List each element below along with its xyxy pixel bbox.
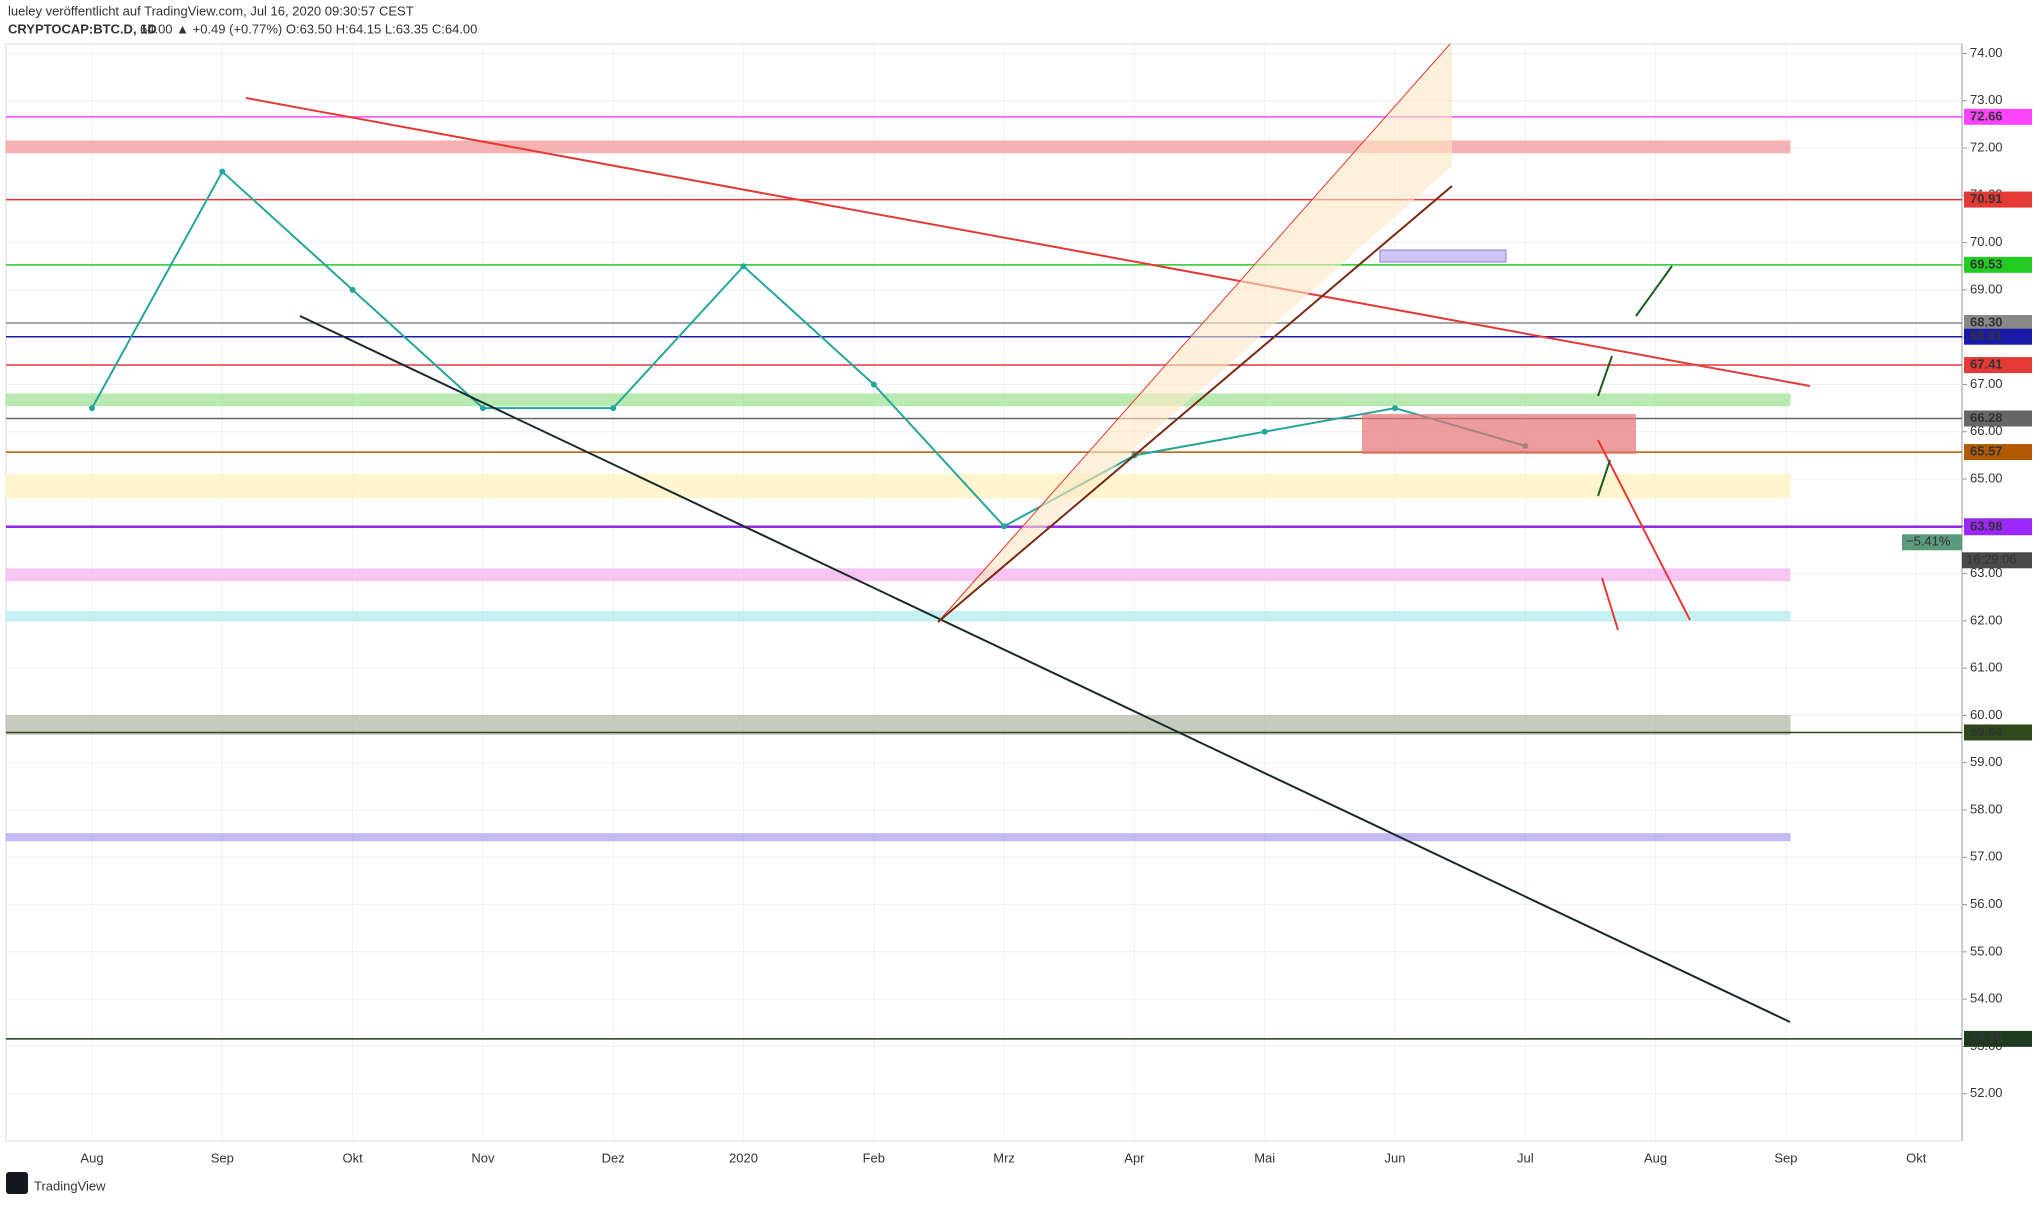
point xyxy=(219,168,226,175)
x-tick-label: Sep xyxy=(211,1150,234,1165)
price-label: 67.41 xyxy=(1970,356,2003,371)
arrow xyxy=(1635,265,1673,317)
y-tick-label: 73.00 xyxy=(1970,92,2003,107)
price-label-box xyxy=(1964,256,2032,273)
x-tick-label: Apr xyxy=(1124,1150,1145,1165)
ohlc: 64.00 ▲ +0.49 (+0.77%) O:63.50 H:64.15 L… xyxy=(140,21,477,36)
price-label-box xyxy=(1964,191,2032,208)
price-label-box xyxy=(1964,724,2032,741)
channel-edge xyxy=(937,185,1453,623)
x-tick-label: Nov xyxy=(471,1150,495,1165)
point xyxy=(740,263,747,270)
x-tick-label: Okt xyxy=(342,1150,363,1165)
x-tick-label: Dez xyxy=(602,1150,625,1165)
y-tick-label: 60.00 xyxy=(1970,707,2003,722)
x-tick-label: 2020 xyxy=(729,1150,758,1165)
price-label-box xyxy=(1964,1030,2032,1047)
y-tick-label: 65.00 xyxy=(1970,470,2003,485)
zone xyxy=(5,714,1791,735)
x-tick-label: Mrz xyxy=(993,1150,1015,1165)
box xyxy=(1379,249,1507,263)
y-tick-label: 56.00 xyxy=(1970,896,2003,911)
price-label: 69.53 xyxy=(1970,256,2003,271)
y-tick-label: 69.00 xyxy=(1970,281,2003,296)
x-tick-label: Mai xyxy=(1254,1150,1275,1165)
channel-edge xyxy=(937,43,1451,623)
arrow xyxy=(1597,439,1691,621)
logo xyxy=(6,1172,28,1194)
price-label: 70.91 xyxy=(1970,191,2003,206)
y-tick-label: 74.00 xyxy=(1970,45,2003,60)
arrow xyxy=(1597,459,1611,497)
y-tick-label: 58.00 xyxy=(1970,801,2003,816)
price-label-box xyxy=(1964,410,2032,427)
x-tick-label: Aug xyxy=(80,1150,103,1165)
y-tick-label: 72.00 xyxy=(1970,139,2003,154)
point xyxy=(610,405,617,412)
price-label-box xyxy=(1964,108,2032,125)
point xyxy=(349,286,356,293)
price-label-box xyxy=(1964,357,2032,374)
arrow xyxy=(1597,355,1613,397)
y-tick-label: 66.00 xyxy=(1970,423,2003,438)
trend-line xyxy=(299,315,1791,1023)
point xyxy=(89,405,95,412)
annotation-box xyxy=(1962,552,2032,569)
x-tick-label: Aug xyxy=(1644,1150,1667,1165)
price-label: 72.66 xyxy=(1970,108,2003,123)
y-tick-label: 67.00 xyxy=(1970,376,2003,391)
annotation: −5.41% xyxy=(1906,534,1951,549)
y-tick-label: 59.00 xyxy=(1970,754,2003,769)
annotation: 16:29:06 xyxy=(1966,552,2017,567)
price-label: 59.64 xyxy=(1970,724,2003,739)
zone xyxy=(5,393,1791,407)
x-tick-label: Jul xyxy=(1517,1150,1534,1165)
price-label: 63.98 xyxy=(1970,519,2003,534)
y-tick-label: 52.00 xyxy=(1970,1085,2003,1100)
y-tick-label: 61.00 xyxy=(1970,660,2003,675)
trend-line xyxy=(245,97,1811,387)
point xyxy=(479,405,486,412)
annotation-box xyxy=(1902,534,1962,551)
x-tick-label: Feb xyxy=(863,1150,885,1165)
zone xyxy=(5,568,1791,582)
y-tick-label: 63.00 xyxy=(1970,565,2003,580)
x-tick-label: Jun xyxy=(1385,1150,1406,1165)
price-label-box xyxy=(1964,519,2032,536)
price-label: 66.28 xyxy=(1970,410,2003,425)
point xyxy=(1001,523,1008,530)
point xyxy=(1261,428,1268,435)
zone xyxy=(5,610,1791,622)
price-label: 68.30 xyxy=(1970,314,2003,329)
symbol: CRYPTOCAP:BTC.D, 1D xyxy=(8,21,157,36)
y-tick-label: 70.00 xyxy=(1970,234,2003,249)
price-label-box xyxy=(1964,328,2032,345)
author-line: lueley veröffentlicht auf TradingView.co… xyxy=(8,3,414,18)
arrow xyxy=(1601,577,1619,631)
y-tick-label: 57.00 xyxy=(1970,849,2003,864)
price-label: 68.01 xyxy=(1970,328,2003,343)
x-tick-label: Okt xyxy=(1906,1150,1927,1165)
price-label: 65.57 xyxy=(1970,444,2003,459)
point xyxy=(870,381,877,388)
zone xyxy=(5,140,1791,154)
x-tick-label: Sep xyxy=(1774,1150,1797,1165)
point xyxy=(1392,405,1398,412)
y-tick-label: 55.00 xyxy=(1970,943,2003,958)
price-label-box xyxy=(1964,444,2032,461)
y-tick-label: 62.00 xyxy=(1970,612,2003,627)
price-label-box xyxy=(1964,314,2032,331)
price-label: 53.16 xyxy=(1970,1030,2003,1045)
footer-brand: TradingView xyxy=(34,1178,106,1193)
zone xyxy=(5,473,1791,499)
price-line-series xyxy=(91,170,1526,528)
zone xyxy=(5,833,1791,842)
y-tick-label: 54.00 xyxy=(1970,991,2003,1006)
box xyxy=(1362,414,1636,454)
